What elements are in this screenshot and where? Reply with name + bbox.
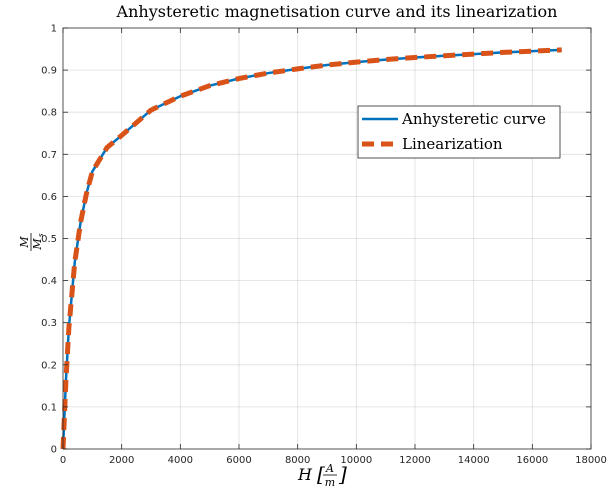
x-axis-label-main: H — [297, 465, 313, 484]
x-tick-label: 8000 — [285, 455, 310, 466]
x-tick-label: 2000 — [109, 455, 134, 466]
y-tick-label: 0.8 — [41, 108, 57, 119]
x-tick-label: 14000 — [458, 455, 490, 466]
y-tick-label: 0.2 — [41, 360, 57, 371]
y-axis-label-denominator: M — [31, 238, 44, 251]
x-axis-label-unit-numerator: A — [325, 462, 334, 475]
y-tick-label: 0.4 — [41, 276, 57, 287]
grid — [63, 28, 591, 449]
y-tick-label: 0.1 — [41, 402, 57, 413]
x-tick-label: 16000 — [516, 455, 548, 466]
x-tick-label: 18000 — [575, 455, 607, 466]
y-tick-label: 1 — [51, 24, 57, 35]
y-axis-label-denominator-subscript: s — [37, 233, 45, 237]
x-tick-label: 10000 — [340, 455, 372, 466]
legend-label-linearization: Linearization — [402, 135, 503, 153]
y-tick-label: 0.5 — [41, 234, 57, 245]
x-tick-label: 12000 — [399, 455, 431, 466]
chart-title: Anhysteretic magnetisation curve and its… — [116, 2, 558, 21]
x-axis-label-close-bracket: ] — [338, 462, 347, 486]
series-line-linearization — [60, 47, 562, 450]
y-tick-label: 0.9 — [41, 66, 57, 77]
y-axis-label: M M s — [18, 233, 45, 251]
x-tick-label: 4000 — [168, 455, 193, 466]
y-tick-label: 0.7 — [41, 150, 57, 161]
x-tick-label: 0 — [60, 455, 66, 466]
y-axis-label-numerator: M — [18, 236, 31, 249]
series-group — [60, 47, 562, 450]
legend-label-anhysteretic-curve: Anhysteretic curve — [401, 110, 546, 128]
ticks: 0 2000 4000 6000 8000 10000 12000 14000 16000 180… — [41, 24, 607, 467]
plot-area — [63, 28, 591, 449]
x-axis-label-open-bracket: [ — [317, 462, 325, 486]
y-tick-label: 0 — [51, 445, 57, 456]
x-axis-label-unit-denominator: m — [325, 476, 335, 489]
x-axis-label: H [ A m ] — [297, 462, 347, 489]
y-tick-label: 0.6 — [41, 192, 57, 203]
legend: Anhysteretic curve Linearization — [357, 105, 561, 159]
x-tick-label: 6000 — [226, 455, 251, 466]
legend-box — [357, 105, 561, 159]
y-tick-label: 0.3 — [41, 318, 57, 329]
